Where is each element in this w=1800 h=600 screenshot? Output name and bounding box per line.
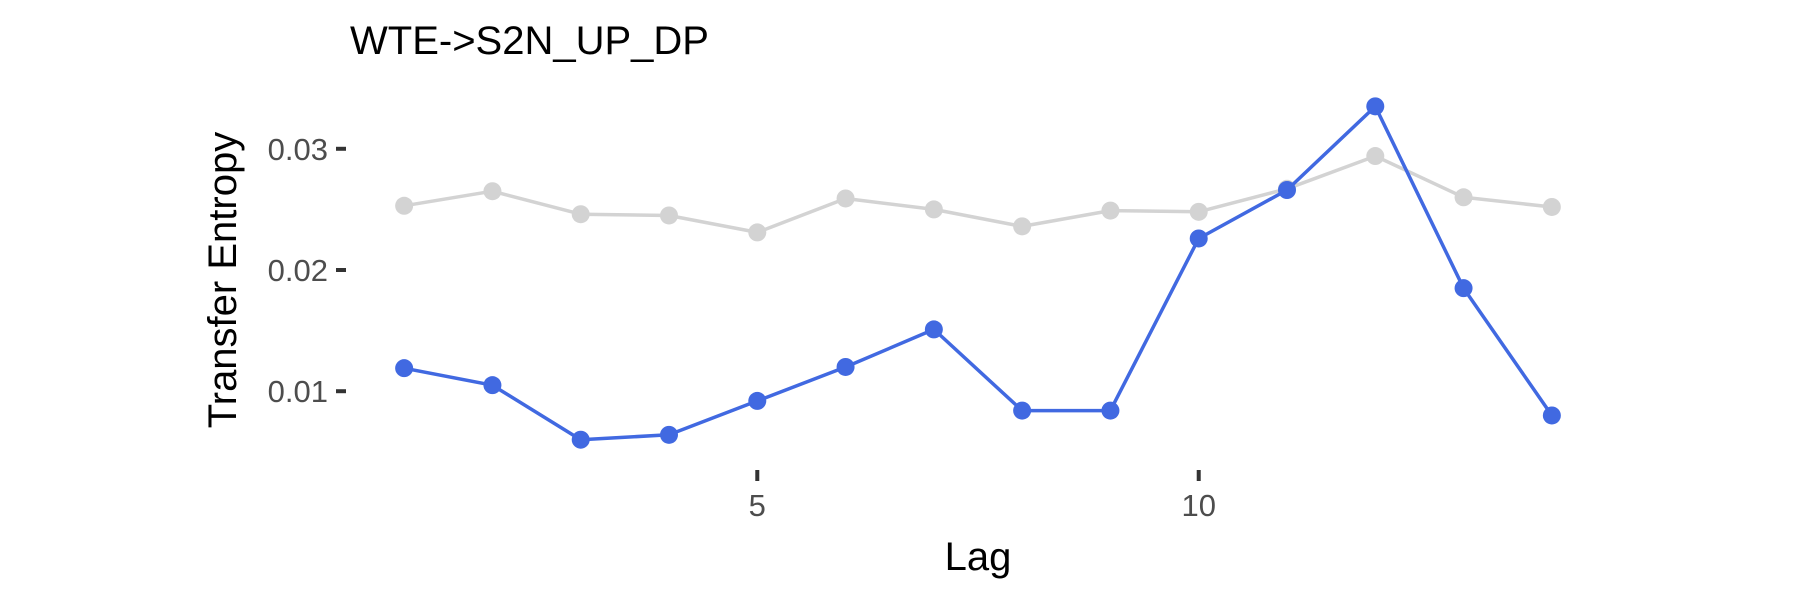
data-point [836, 189, 855, 208]
y-tick-label: 0.01 [268, 374, 328, 409]
data-point [395, 196, 414, 215]
x-axis: 5 10 [749, 470, 1216, 523]
series-layer [395, 97, 1561, 449]
x-axis-title: Lag [945, 535, 1012, 579]
data-point [395, 359, 414, 378]
data-point [1454, 188, 1473, 207]
data-point [1013, 401, 1032, 420]
data-point [924, 200, 943, 219]
data-point [1278, 181, 1296, 199]
x-tick-label: 5 [749, 488, 766, 523]
data-point [836, 357, 855, 376]
chart-title: WTE->S2N_UP_DP [350, 19, 709, 63]
data-point [1366, 97, 1385, 116]
data-point [1101, 401, 1120, 420]
data-point [1542, 197, 1561, 216]
series-line [403, 104, 1554, 442]
data-point [748, 223, 767, 242]
data-point [571, 205, 590, 224]
data-point [660, 425, 678, 444]
y-tick-label: 0.02 [268, 253, 328, 288]
series-line [403, 154, 1553, 235]
series-2 [395, 97, 1561, 449]
data-point [1454, 279, 1473, 298]
data-point [748, 391, 767, 410]
data-point [1189, 229, 1208, 248]
y-tick-label: 0.03 [268, 132, 328, 167]
x-tick-label: 10 [1181, 488, 1215, 523]
data-point [1542, 406, 1561, 425]
data-point [1189, 202, 1208, 221]
data-point [483, 182, 502, 201]
data-point [571, 430, 590, 449]
series-1 [395, 147, 1561, 242]
data-point [660, 206, 678, 225]
data-point [1101, 201, 1120, 220]
data-point [924, 320, 943, 339]
y-axis-title: Transfer Entropy [201, 132, 245, 428]
data-point [1366, 147, 1385, 166]
y-axis: 0.01 0.02 0.03 [268, 132, 346, 409]
data-point [483, 376, 502, 395]
data-point [1013, 217, 1032, 236]
